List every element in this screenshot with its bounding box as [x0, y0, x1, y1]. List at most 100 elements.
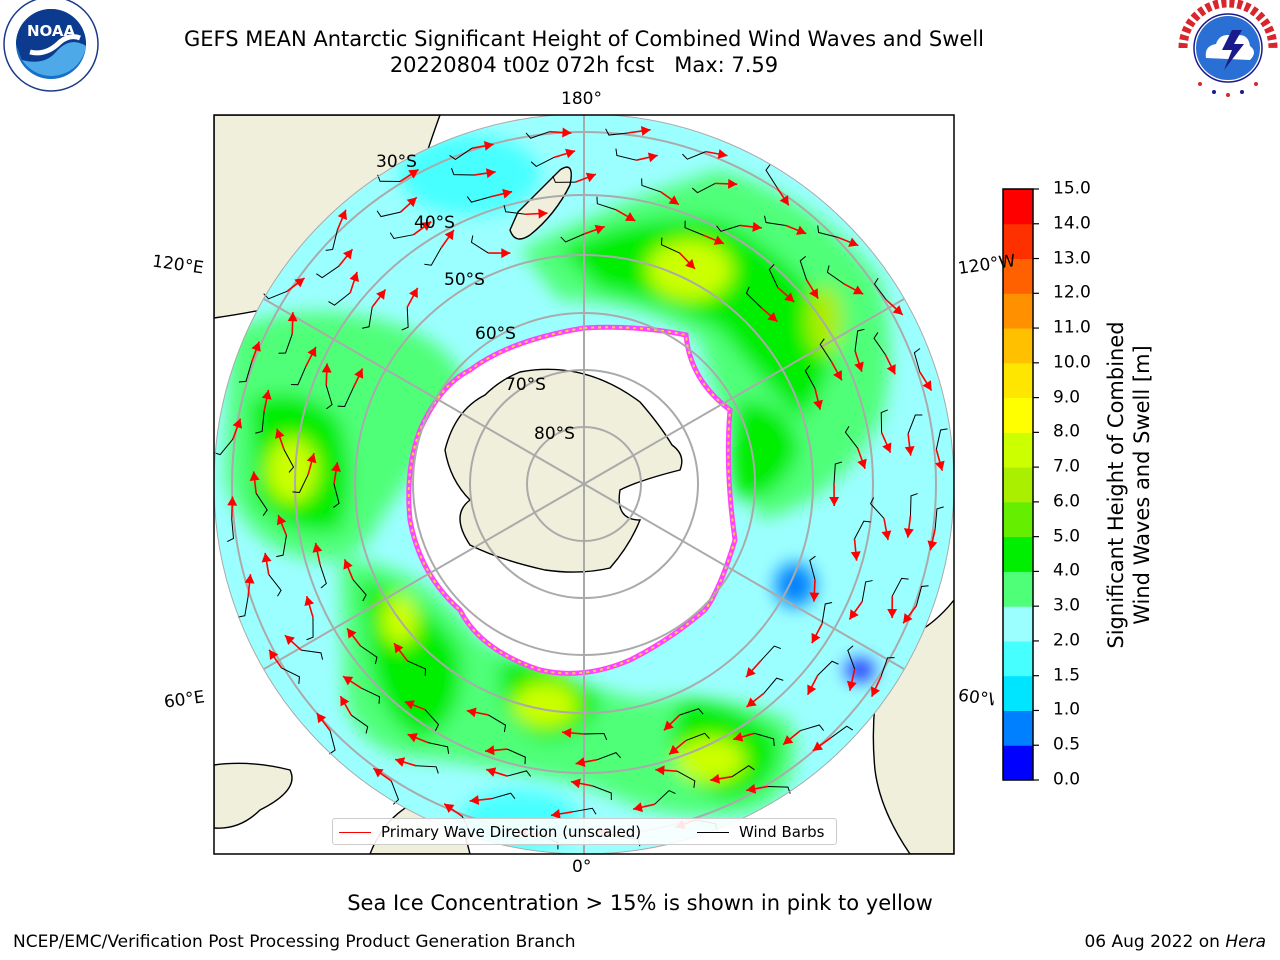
wind-barb: [745, 286, 762, 308]
wave-arrow-head: [251, 341, 261, 352]
wind-barb: [449, 147, 473, 160]
colorbar-tick-label: 4.0: [1053, 560, 1081, 581]
wind-barb: [552, 175, 576, 183]
wave-arrow-head: [585, 172, 596, 183]
wave-arrow-head: [849, 609, 859, 620]
wave-arrow-head: [307, 346, 317, 358]
wave-arrow-head: [249, 471, 260, 481]
wind-barb: [292, 474, 309, 493]
colorbar-segment: [1003, 432, 1033, 468]
wind-barb: [237, 595, 249, 618]
wave-arrow-head: [922, 380, 932, 391]
wave-arrow-head: [486, 767, 497, 777]
wave-arrow-head: [342, 249, 353, 260]
wave-arrow-head: [408, 287, 418, 299]
wave-arrow-head: [312, 542, 323, 553]
run-date: 06 Aug 2022 on Hera: [1084, 932, 1266, 952]
wave-arrow-head: [261, 552, 272, 563]
wind-barb: [679, 708, 704, 716]
wave-arrow-head: [882, 442, 892, 453]
wind-wave-vectors: [214, 126, 948, 850]
wind-barb: [255, 493, 268, 516]
wind-barb: [424, 247, 442, 266]
wave-arrow-head: [668, 195, 679, 205]
wave-arrow-head: [904, 446, 915, 456]
colorbar-tick-label: 0.5: [1053, 734, 1081, 755]
wave-arrow-head: [935, 460, 945, 471]
colorbar-tick-label: 9.0: [1053, 387, 1081, 408]
wave-arrow-head: [710, 773, 720, 784]
wind-barb: [809, 555, 816, 580]
wave-arrow-head: [903, 613, 913, 624]
noaa-logo-text: NOAA: [27, 22, 76, 40]
wind-barb: [731, 765, 755, 778]
wave-arrow-head: [306, 453, 317, 464]
wind-barb: [592, 785, 612, 800]
wind-barb: [880, 657, 895, 677]
wave-arrow-head: [562, 127, 572, 138]
wind-barb: [470, 235, 489, 254]
wind-barb: [337, 388, 354, 408]
wave-arrow-head: [483, 140, 494, 151]
wind-barb: [909, 493, 918, 516]
wind-barb: [817, 660, 839, 676]
colorbar-tick-label: 12.0: [1053, 282, 1091, 303]
wave-arrow-head: [811, 632, 821, 644]
wind-barb: [361, 687, 381, 704]
wave-arrow-head: [870, 686, 881, 697]
wind-barb: [854, 328, 865, 351]
wave-arrow-head: [421, 221, 432, 231]
wave-arrow-head: [852, 285, 864, 295]
wave-arrow-head: [813, 399, 823, 410]
wave-arrow-head: [833, 370, 842, 381]
wave-arrow-head: [848, 237, 859, 247]
wind-barb: [319, 564, 327, 589]
wind-barb: [325, 385, 333, 410]
wave-arrow-head: [562, 727, 572, 738]
wind-barb: [873, 277, 887, 301]
wind-barb: [754, 732, 775, 746]
wind-barb: [360, 645, 378, 665]
wind-barb: [450, 167, 474, 176]
wave-arrow-head: [685, 258, 695, 269]
wave-arrow-head: [538, 208, 548, 219]
wind-barb: [765, 164, 778, 188]
wave-arrow-head: [469, 795, 480, 806]
wind-barb: [227, 518, 235, 542]
wave-arrow-head: [337, 209, 347, 220]
wind-barb: [915, 585, 929, 606]
wind-barb: [283, 449, 295, 473]
wave-arrow-head: [343, 559, 353, 570]
wave-arrow-head: [625, 212, 636, 221]
wind-barb: [768, 264, 779, 288]
wave-arrow-head: [663, 720, 674, 731]
wind-barb: [760, 645, 781, 662]
wave-arrow-head: [485, 168, 496, 179]
wave-arrow-head: [779, 195, 789, 206]
wave-arrow-head: [340, 696, 350, 707]
wave-arrow-head: [640, 126, 651, 136]
wind-barb: [352, 579, 367, 602]
wind-barb: [238, 362, 253, 383]
wave-arrow-head: [373, 768, 384, 778]
colorbar-segment: [1003, 223, 1033, 260]
colorbar-segment: [1003, 293, 1033, 329]
wave-arrow-head: [927, 540, 938, 551]
colorbar-segment: [1003, 675, 1033, 711]
wave-arrow-head: [594, 224, 605, 235]
wave-arrow-head: [713, 235, 724, 245]
wave-arrow-head: [575, 757, 586, 767]
wave-arrow-head: [767, 311, 778, 322]
wave-arrow-head: [886, 364, 896, 375]
wave-arrow-head: [892, 305, 903, 315]
wind-barb: [763, 215, 786, 226]
wind-barb: [329, 730, 336, 755]
wave-arrow-head: [854, 361, 864, 372]
wind-barb: [821, 602, 833, 624]
wind-barb: [306, 617, 314, 641]
wind-barb: [605, 128, 629, 136]
nws-logo: [1178, 0, 1278, 97]
wave-arrow-head: [331, 462, 341, 472]
colorbar-segment: [1003, 606, 1033, 642]
colorbar-segment: [1003, 745, 1033, 781]
